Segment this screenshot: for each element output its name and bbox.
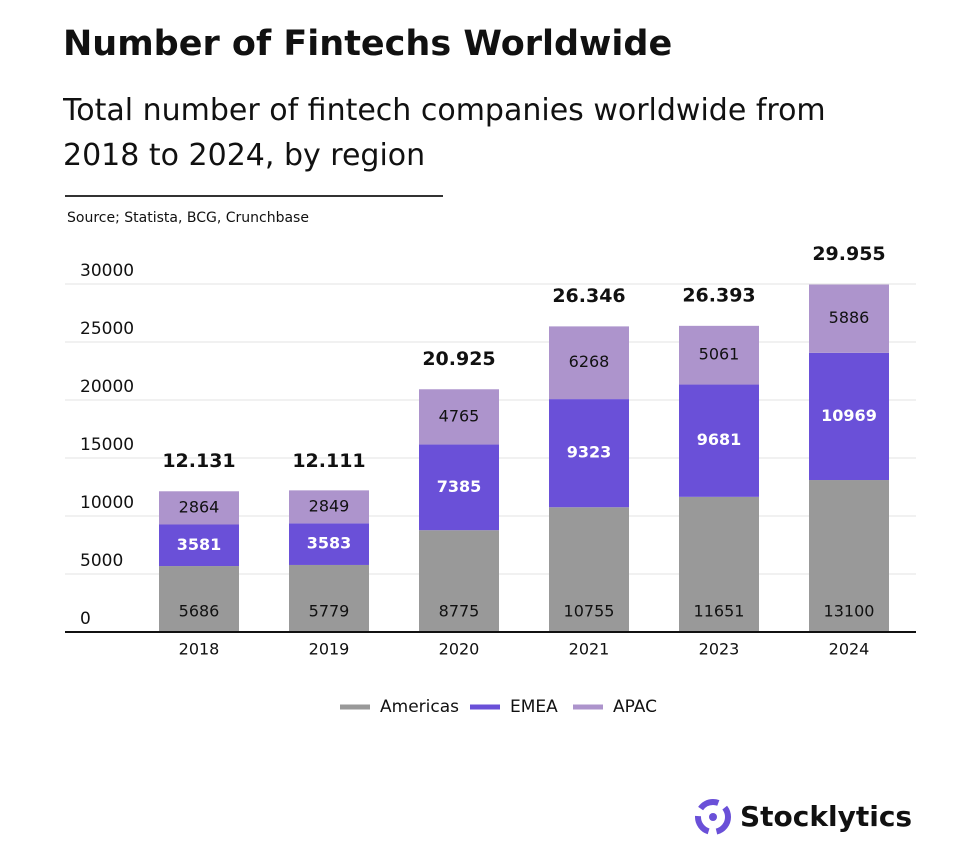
bar-segment [809, 480, 889, 632]
total-label: 26.393 [682, 284, 755, 306]
bar-segment [289, 564, 369, 632]
bar-segment [159, 566, 239, 632]
legend-label: APAC [613, 697, 657, 717]
x-tick-label: 2024 [829, 640, 870, 659]
data-label: 11651 [694, 602, 745, 621]
data-label: 13100 [824, 602, 875, 621]
bar-segment [679, 384, 759, 497]
data-label: 5686 [179, 602, 220, 621]
legend-label: Americas [380, 697, 459, 717]
bar-segment [419, 530, 499, 632]
bar-segment [809, 284, 889, 353]
bar-segment [289, 490, 369, 524]
total-label: 26.346 [552, 285, 625, 307]
x-tick-label: 2021 [569, 640, 610, 659]
bar-segment [549, 399, 629, 508]
data-label: 6268 [569, 352, 610, 371]
data-label: 4765 [439, 406, 480, 425]
data-label: 3583 [307, 534, 352, 553]
bar-segment [679, 325, 759, 385]
data-label: 8775 [439, 602, 480, 621]
bar-segment [549, 507, 629, 632]
total-label: 12.131 [162, 450, 235, 472]
y-tick-label: 30000 [80, 261, 134, 281]
data-label: 2849 [309, 496, 350, 515]
brand: Stocklytics [740, 800, 912, 833]
data-label: 3581 [177, 535, 222, 554]
chart-subtitle: Total number of fintech companies worldw… [63, 93, 826, 173]
y-tick-label: 25000 [80, 319, 134, 339]
chart-title: Number of Fintechs Worldwide [63, 24, 672, 64]
data-label: 5779 [309, 602, 350, 621]
data-label: 10969 [821, 406, 877, 425]
bar-segment [419, 444, 499, 531]
y-tick-label: 10000 [80, 493, 134, 513]
bar-segment [159, 524, 239, 567]
bar-segment [419, 389, 499, 445]
data-label: 5886 [829, 308, 870, 327]
data-label: 10755 [564, 602, 615, 621]
y-tick-label: 5000 [80, 551, 123, 571]
bar-segment [679, 496, 759, 632]
data-label: 5061 [699, 345, 740, 364]
total-label: 20.925 [422, 348, 495, 370]
y-tick-label: 20000 [80, 377, 134, 397]
data-label: 7385 [437, 477, 482, 496]
logo-icon [695, 799, 731, 835]
y-tick-label: 15000 [80, 435, 134, 455]
legend-label: EMEA [510, 697, 558, 717]
x-tick-label: 2018 [179, 640, 220, 659]
source: Source; Statista, BCG, Crunchbase [67, 210, 309, 226]
bar-segment [289, 523, 369, 565]
bar-segment [809, 352, 889, 481]
bar-segment [549, 326, 629, 400]
bar-segment [159, 491, 239, 525]
x-tick-label: 2019 [309, 640, 350, 659]
subtitle-box: Total number of fintech companies worldw… [63, 93, 826, 173]
y-tick-label: 0 [80, 609, 91, 629]
x-tick-label: 2020 [439, 640, 480, 659]
data-label: 2864 [179, 497, 220, 516]
data-label: 9681 [697, 430, 742, 449]
data-label: 9323 [567, 443, 612, 462]
total-label: 12.111 [292, 450, 365, 472]
x-tick-label: 2023 [699, 640, 740, 659]
total-label: 29.955 [812, 243, 885, 265]
